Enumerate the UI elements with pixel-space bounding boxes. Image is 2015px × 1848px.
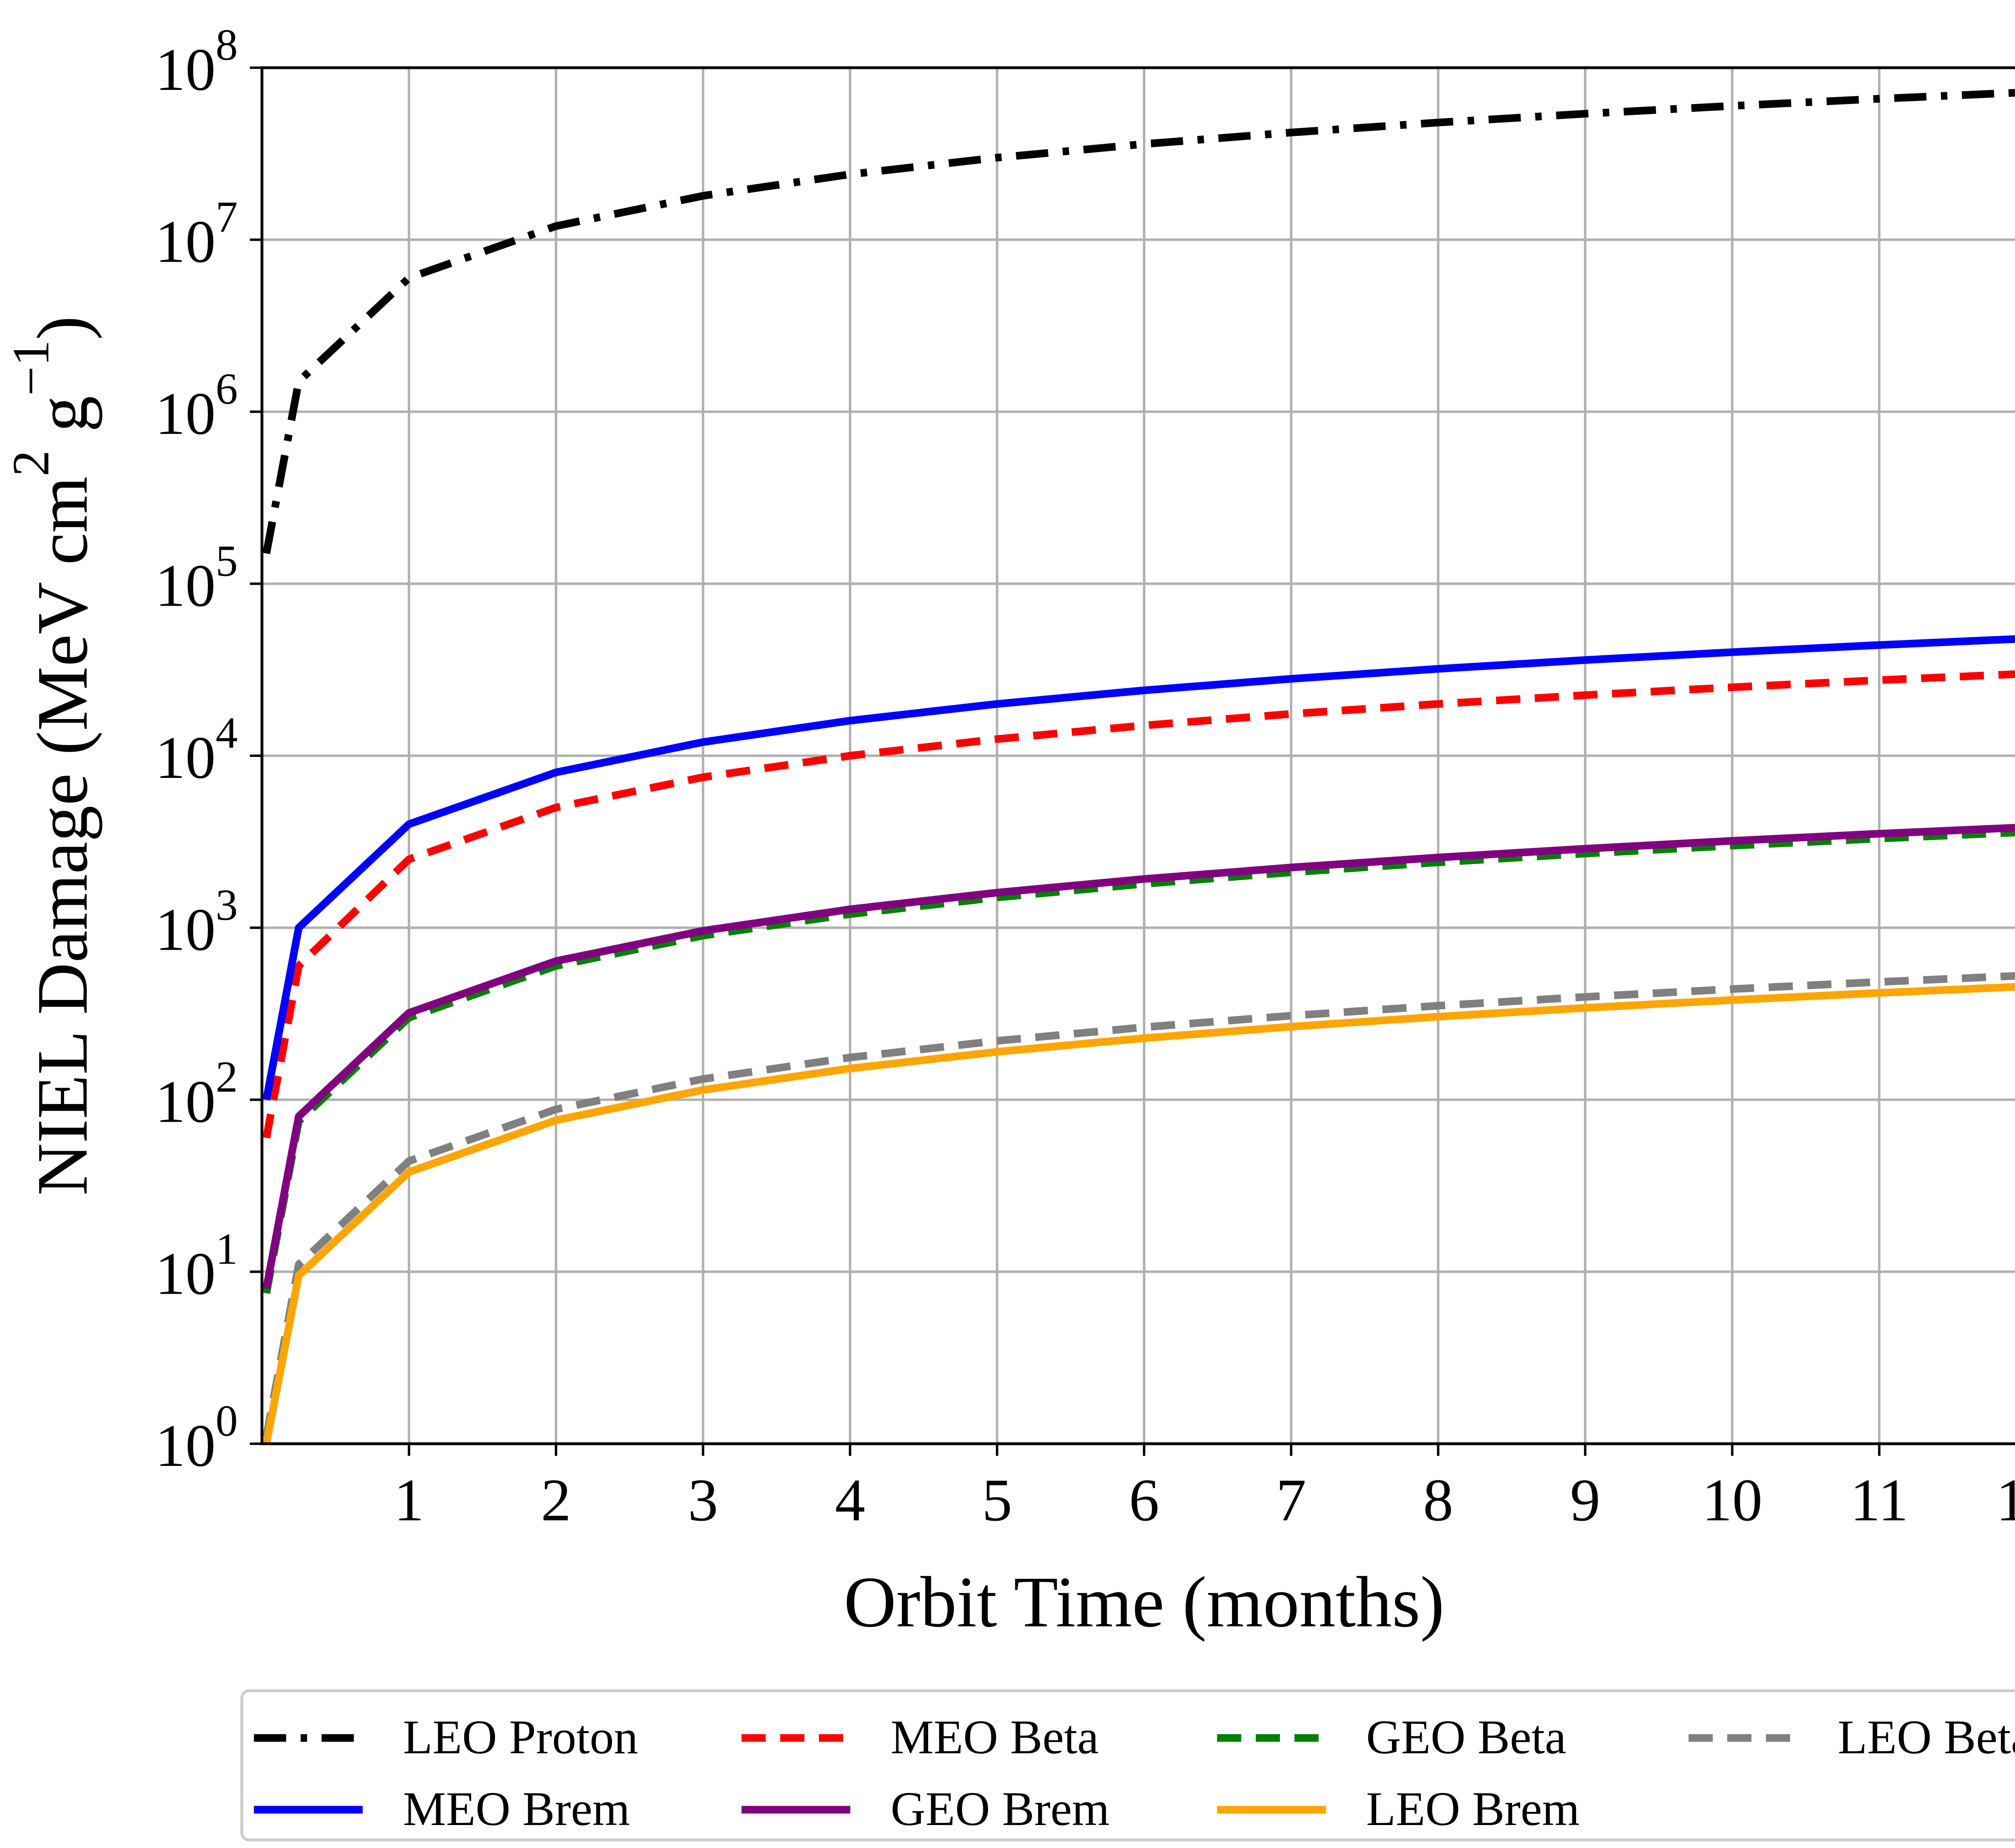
x-axis: 123456789101112 <box>394 1444 2015 1534</box>
y-tick-base: 10 <box>155 208 216 275</box>
y-tick-exponent: 3 <box>216 880 238 929</box>
x-tick-label: 10 <box>1702 1467 1762 1534</box>
y-tick-base: 10 <box>155 1412 216 1479</box>
y-tick-label: 105 <box>155 536 238 619</box>
y-tick-label: 101 <box>155 1224 238 1307</box>
series-line-geo-beta <box>262 829 2015 1294</box>
y-tick-label: 107 <box>155 192 238 275</box>
y-tick-exponent: 1 <box>216 1224 238 1273</box>
y-label-superscript: 2 <box>2 450 60 476</box>
series-line-meo-brem <box>262 635 2015 1101</box>
x-tick-label: 1 <box>394 1467 424 1534</box>
y-tick-base: 10 <box>155 896 216 963</box>
y-tick-exponent: 2 <box>216 1052 238 1102</box>
y-label-text: NIEL Damage (MeV cm <box>22 476 102 1195</box>
x-tick-label: 11 <box>1850 1467 1908 1534</box>
y-tick-label: 108 <box>155 20 238 103</box>
series-line-leo-brem <box>262 983 2015 1445</box>
x-tick-label: 3 <box>688 1467 718 1534</box>
series-line-leo-proton <box>262 89 2015 554</box>
legend-box <box>240 1689 2015 1842</box>
y-tick-base: 10 <box>155 1068 216 1135</box>
series-line-meo-beta <box>262 670 2015 1139</box>
legend-label: MEO Brem <box>403 1782 630 1836</box>
y-tick-base: 10 <box>155 724 216 791</box>
y-tick-exponent: 4 <box>216 708 238 757</box>
y-tick-exponent: 5 <box>216 536 238 585</box>
x-tick-label: 8 <box>1423 1467 1453 1534</box>
y-label-superscript: −1 <box>2 340 60 396</box>
legend-label: MEO Beta <box>891 1710 1099 1764</box>
y-tick-label: 102 <box>155 1052 238 1135</box>
series-layer <box>262 89 2015 1445</box>
y-label-text: g <box>22 396 102 450</box>
x-tick-label: 9 <box>1570 1467 1600 1534</box>
x-tick-label: 7 <box>1276 1467 1306 1534</box>
y-tick-label: 100 <box>155 1396 238 1479</box>
y-tick-base: 10 <box>155 36 216 103</box>
y-tick-exponent: 8 <box>216 20 238 69</box>
y-tick-label: 104 <box>155 708 238 791</box>
legend: LEO Proton MEO Beta GEO Beta LEO Beta MEO Br… <box>240 1689 2015 1842</box>
x-tick-label: 12 <box>1996 1467 2015 1534</box>
legend-label: GEO Brem <box>891 1782 1109 1836</box>
y-tick-base: 10 <box>155 552 216 619</box>
x-tick-label: 2 <box>541 1467 571 1534</box>
y-axis-label: NIEL Damage (MeV cm2 g−1) <box>2 316 102 1196</box>
y-tick-exponent: 7 <box>216 192 238 241</box>
y-tick-base: 10 <box>155 1240 216 1307</box>
legend-label: LEO Beta <box>1838 1710 2015 1764</box>
grid <box>262 67 2015 1445</box>
x-tick-label: 5 <box>982 1467 1012 1534</box>
y-tick-exponent: 6 <box>216 364 238 414</box>
legend-label: GEO Beta <box>1366 1710 1566 1764</box>
x-tick-label: 4 <box>835 1467 865 1534</box>
legend-label: LEO Brem <box>1366 1782 1580 1836</box>
legend-label: LEO Proton <box>403 1710 638 1764</box>
series-line-leo-beta <box>262 972 2015 1438</box>
series-line-geo-brem <box>262 824 2015 1289</box>
y-tick-exponent: 0 <box>216 1396 238 1445</box>
y-tick-label: 103 <box>155 880 238 963</box>
x-axis-label: Orbit Time (months) <box>844 1562 1444 1642</box>
x-tick-label: 6 <box>1129 1467 1159 1534</box>
y-label-text: ) <box>22 316 102 340</box>
y-tick-label: 106 <box>155 364 238 447</box>
y-tick-base: 10 <box>155 380 216 447</box>
